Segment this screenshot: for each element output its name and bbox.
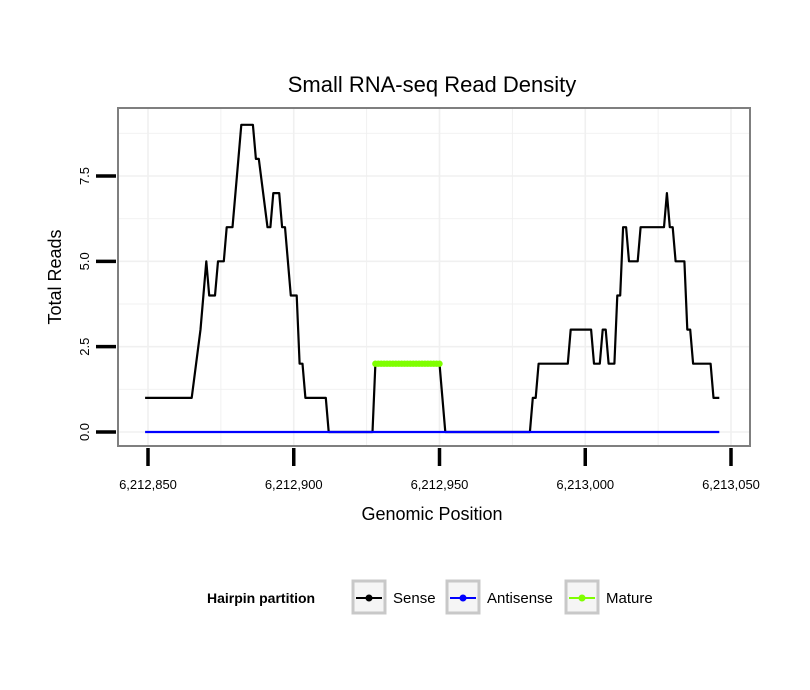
y-tick-label: 7.5 <box>77 167 92 185</box>
legend-key-point-mature <box>578 594 586 602</box>
legend-label-sense: Sense <box>393 590 436 607</box>
y-tick-label: 5.0 <box>77 252 92 270</box>
legend-key-point-sense <box>365 594 373 602</box>
y-axis: 0.0 2.5 5.0 7.5 <box>77 167 116 441</box>
x-tick-label: 6,212,850 <box>119 477 177 492</box>
chart-title: Small RNA-seq Read Density <box>288 72 577 97</box>
x-tick-label: 6,212,950 <box>411 477 469 492</box>
x-axis-title: Genomic Position <box>361 504 502 524</box>
legend-label-antisense: Antisense <box>487 590 553 607</box>
legend: Hairpin partition Sense Antisense Mature <box>207 579 653 615</box>
plot-border <box>117 107 751 447</box>
y-axis-title: Total Reads <box>45 229 65 324</box>
x-tick-label: 6,213,050 <box>702 477 760 492</box>
x-tick-label: 6,213,000 <box>556 477 614 492</box>
y-tick-label: 2.5 <box>77 338 92 356</box>
series-point-mature <box>436 360 443 367</box>
plot-background <box>118 108 750 446</box>
legend-title: Hairpin partition <box>207 590 315 606</box>
x-tick-label: 6,212,900 <box>265 477 323 492</box>
series-line-sense <box>145 123 720 434</box>
x-axis: 6,212,850 6,212,900 6,212,950 6,213,000 6,21… <box>119 448 760 492</box>
legend-label-mature: Mature <box>606 590 653 607</box>
plot-series <box>145 123 720 434</box>
legend-key-point-antisense <box>459 594 467 602</box>
y-tick-label: 0.0 <box>77 423 92 441</box>
